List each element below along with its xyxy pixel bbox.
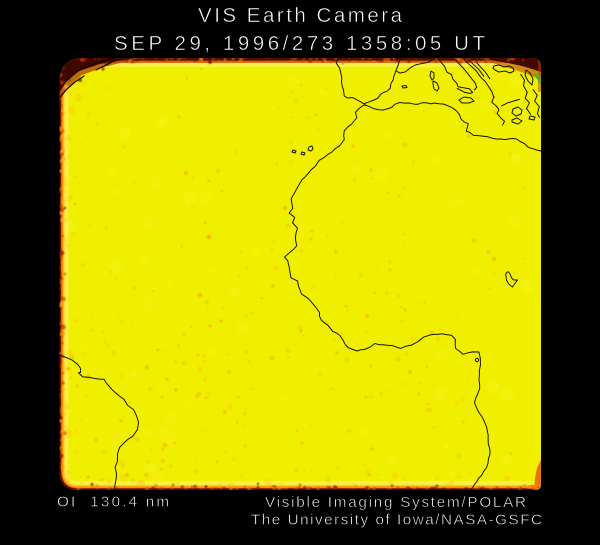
- svg-text:VIS Earth Camera: VIS Earth Camera: [198, 4, 403, 27]
- svg-text:SEP 29, 1996/273 1358:05 UT: SEP 29, 1996/273 1358:05 UT: [114, 32, 485, 55]
- svg-text:The University of Iowa/NASA-GS: The University of Iowa/NASA-GSFC: [251, 512, 542, 529]
- svg-text:Visible Imaging System/POLAR: Visible Imaging System/POLAR: [265, 494, 526, 511]
- svg-text:OI 130.4 nm: OI 130.4 nm: [57, 494, 169, 511]
